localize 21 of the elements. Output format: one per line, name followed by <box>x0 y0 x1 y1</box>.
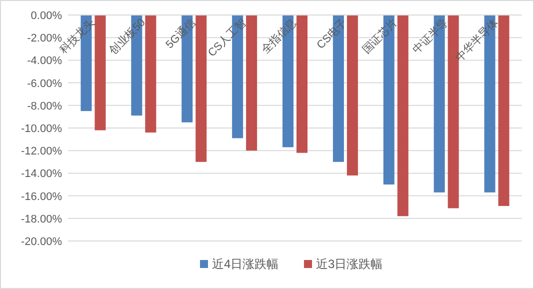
y-tick-label: 0.00% <box>30 10 62 22</box>
x-tick-label: CS人工智 <box>206 16 249 60</box>
y-tick-label: -16.00% <box>21 190 62 203</box>
x-tick-label: 全指信息 <box>258 16 300 56</box>
y-tick-label: -4.00% <box>27 55 62 68</box>
y-tick-label: -14.00% <box>21 168 62 180</box>
y-tick-label: -10.00% <box>21 123 62 135</box>
x-tick-label: CS电子 <box>314 16 350 52</box>
y-tick-label: -6.00% <box>27 78 62 90</box>
y-tick-label: -18.00% <box>21 213 62 226</box>
y-tick-label: -8.00% <box>27 100 62 112</box>
x-tick-label: 创业板50 <box>106 16 148 58</box>
y-tick-label: -20.00% <box>21 236 62 248</box>
y-tick-label: -12.00% <box>21 146 62 158</box>
legend-label: 近4日涨跌幅 <box>212 257 279 271</box>
legend-label: 近3日涨跌幅 <box>316 257 383 271</box>
x-tick-label: 国证芯片 <box>360 16 400 56</box>
x-tick-label: 中证半导 <box>410 16 450 56</box>
x-tick-label: 5G通信 <box>163 16 198 52</box>
x-tick-label: 中华半导体 <box>452 16 501 64</box>
y-tick-label: -2.00% <box>27 32 62 45</box>
